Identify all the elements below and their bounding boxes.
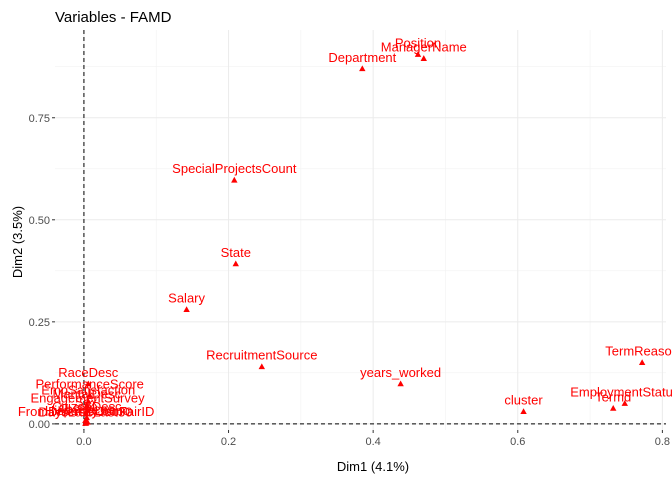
point-label: EmpSatisfaction	[41, 382, 135, 397]
point-label: Termd	[595, 389, 631, 404]
x-tick-label: 0.2	[221, 436, 236, 448]
point-marker	[82, 410, 90, 417]
x-axis-ticks: 0.0 0.2 0.4 0.6 0.8	[76, 430, 670, 448]
point-label: Sex	[75, 395, 98, 410]
y-tick-label: 0.25	[29, 317, 50, 329]
point-marker	[85, 398, 92, 404]
point-label: years_worked	[360, 365, 441, 380]
y-axis-title: Dim2 (3.5%)	[10, 206, 25, 278]
point-marker	[183, 306, 190, 312]
point-label: EngagementSurvey	[30, 391, 145, 406]
point-marker	[638, 359, 646, 366]
point-label: TermReason	[605, 344, 672, 359]
y-tick-label: 0.50	[29, 215, 50, 227]
point-label: DaysLateLast30	[38, 404, 132, 419]
point-label: EmploymentStatus	[570, 384, 672, 399]
x-tick-label: 0.6	[510, 436, 525, 448]
x-axis-title: Dim1 (4.1%)	[337, 459, 409, 474]
point-label: MaritalDesc	[53, 387, 122, 402]
point-marker	[359, 65, 366, 72]
point-marker	[83, 402, 91, 408]
point-label: FromDiversityJobFairID	[18, 404, 155, 419]
point-marker	[414, 51, 422, 57]
chart-title: Variables - FAMD	[55, 9, 172, 26]
point-label: Position	[395, 35, 441, 50]
point-label: SpecialProjectsCount	[172, 161, 297, 176]
point-marker	[420, 55, 427, 61]
reference-lines	[55, 30, 666, 430]
point-label: HispanicLatino	[45, 403, 130, 418]
y-tick-label: 0.75	[29, 113, 50, 125]
point-marker	[231, 176, 238, 183]
point-marker	[621, 400, 628, 406]
x-tick-label: 0.4	[366, 436, 381, 448]
point-marker	[84, 406, 91, 412]
point-marker	[232, 260, 239, 267]
point-marker	[86, 391, 93, 398]
point-label: State	[221, 245, 251, 260]
x-tick-label: 0.8	[655, 436, 670, 448]
point-label: ManagerName	[381, 40, 467, 55]
y-tick-label: 0.00	[29, 419, 50, 431]
point-marker	[258, 363, 265, 370]
point-label: Absences	[57, 402, 115, 417]
point-label: cluster	[504, 393, 543, 408]
point-label: CitizenDesc	[52, 399, 122, 414]
point-marker	[520, 408, 527, 415]
grid-lines	[55, 30, 666, 430]
point-label: RaceDesc	[58, 365, 118, 380]
point-marker	[85, 380, 92, 387]
point-label: Salary	[168, 291, 205, 306]
point-label: RecruitmentSource	[206, 348, 317, 363]
point-marker	[397, 380, 404, 387]
point-label: PerformanceScore	[36, 376, 144, 391]
point-label: Department	[328, 50, 396, 65]
point-marker	[82, 420, 89, 426]
y-axis-ticks: 0.00 0.25 0.50 0.75	[29, 113, 55, 431]
x-tick-label: 0.0	[76, 436, 91, 448]
point-marker	[610, 404, 617, 411]
